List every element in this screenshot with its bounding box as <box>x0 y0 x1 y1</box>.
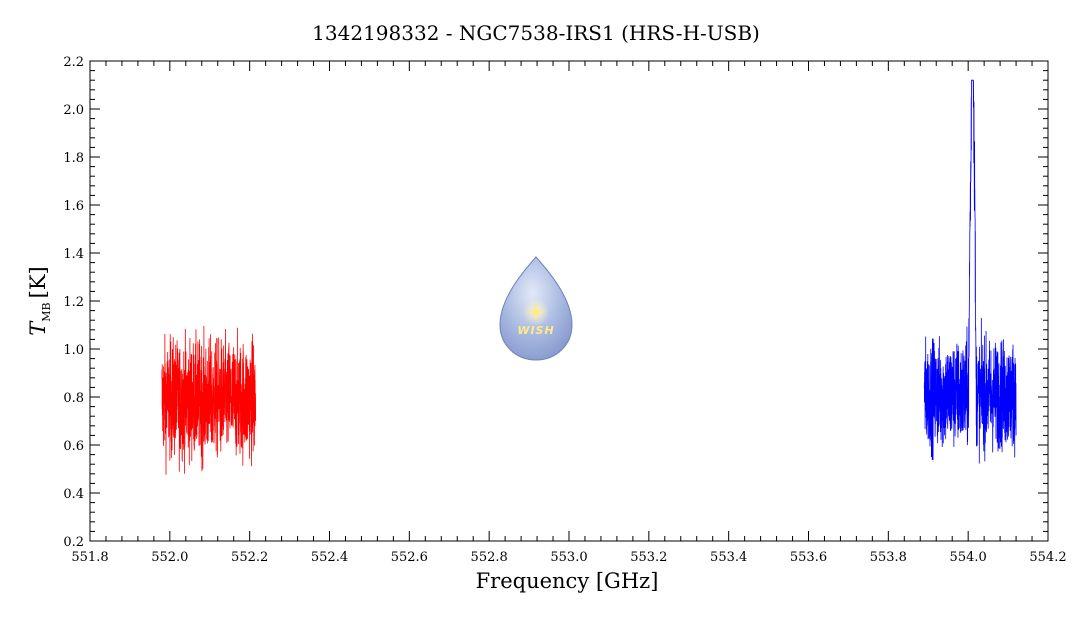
x-tick-label: 552.0 <box>151 550 188 565</box>
y-tick-label: 1.6 <box>63 199 84 214</box>
spectrum-line-1 <box>161 325 257 475</box>
x-axis-label: Frequency [GHz] <box>476 569 659 593</box>
x-tick-label: 554.0 <box>950 550 987 565</box>
y-axis-label-sub: MB <box>40 302 53 321</box>
x-tick-label: 553.0 <box>550 550 587 565</box>
x-tick-label: 553.8 <box>870 550 907 565</box>
x-tick-label: 552.4 <box>311 550 348 565</box>
x-tick-label: 552.8 <box>471 550 508 565</box>
y-tick-label: 2.2 <box>63 55 84 70</box>
x-tick-label: 553.6 <box>790 550 827 565</box>
tick-labels: 551.8 552.0 552.2 552.4 552.6 552.8 553.0 553.2… <box>63 55 1066 565</box>
x-tick-label: 551.8 <box>71 550 108 565</box>
wish-watermark: WISH <box>499 256 573 361</box>
y-tick-label: 0.8 <box>63 391 84 406</box>
star-icon <box>527 303 545 321</box>
series-layer <box>161 79 1017 475</box>
y-tick-label: 0.2 <box>63 535 84 550</box>
x-tick-label: 554.2 <box>1029 550 1066 565</box>
spectrum-line-2 <box>923 79 1017 464</box>
y-tick-label: 2.0 <box>63 103 84 118</box>
y-tick-label: 1.2 <box>63 295 84 310</box>
x-tick-label: 552.6 <box>391 550 428 565</box>
y-tick-label: 0.4 <box>63 487 84 502</box>
watermark-label: WISH <box>517 324 554 337</box>
y-axis-label-main: T <box>26 320 50 336</box>
plot-frame <box>89 60 1049 542</box>
y-axis-label: TMB [K] <box>26 266 53 335</box>
y-tick-label: 1.4 <box>63 247 84 262</box>
y-tick-label: 1.0 <box>63 343 84 358</box>
x-tick-label: 552.2 <box>231 550 268 565</box>
y-axis-label-unit: [K] <box>26 266 50 298</box>
axis-ticks <box>89 60 1049 542</box>
x-tick-label: 553.4 <box>710 550 747 565</box>
chart-title: 1342198332 - NGC7538-IRS1 (HRS-H-USB) <box>312 21 760 45</box>
x-tick-label: 553.2 <box>630 550 667 565</box>
y-tick-label: 1.8 <box>63 151 84 166</box>
y-tick-label: 0.6 <box>63 439 84 454</box>
